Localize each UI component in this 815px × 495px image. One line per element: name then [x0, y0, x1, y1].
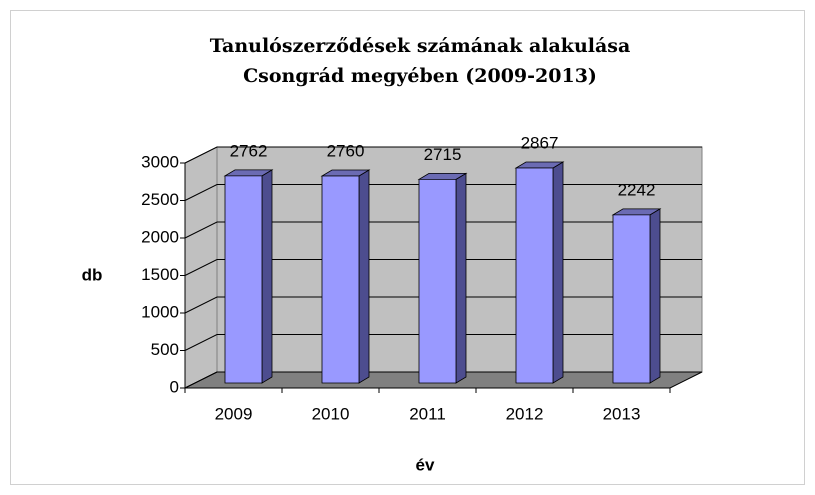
bar-side	[552, 161, 564, 384]
chart-title: Csongrád megyében (2009-2013)	[243, 65, 597, 87]
y-tick-label: 3000	[141, 152, 179, 171]
y-axis-title: db	[82, 265, 103, 284]
grid-line	[184, 146, 702, 164]
x-tick-label: 2013	[603, 404, 641, 423]
bar-front	[418, 178, 457, 384]
x-tick-label: 2010	[312, 404, 350, 423]
data-label: 2715	[424, 145, 462, 164]
y-tick-label: 2500	[141, 190, 179, 209]
chart-title: Tanulószerződések számának alakulása	[210, 35, 631, 57]
x-axis-title: év	[416, 455, 435, 474]
y-tick-label: 1000	[141, 302, 179, 321]
y-tick-label: 500	[151, 340, 179, 359]
bar-side	[358, 169, 370, 384]
y-tick-label: 2000	[141, 227, 179, 246]
bar	[514, 161, 565, 384]
bar-side	[455, 172, 467, 384]
bar	[611, 208, 662, 384]
x-tick-label: 2012	[506, 404, 544, 423]
bar-front	[612, 214, 651, 384]
x-tick-label: 2009	[215, 404, 253, 423]
bar	[417, 172, 468, 384]
bar	[320, 169, 371, 384]
data-label: 2762	[230, 141, 268, 160]
bar-front	[515, 167, 554, 384]
bar-side	[261, 169, 273, 384]
x-tick-label: 2011	[409, 404, 446, 423]
bar-front	[224, 175, 263, 384]
data-label: 2760	[327, 141, 365, 160]
data-label: 2867	[521, 133, 559, 152]
bar	[223, 169, 274, 384]
bar-side	[649, 208, 661, 384]
bar-front	[321, 175, 360, 384]
y-tick-label: 1500	[141, 265, 179, 284]
data-label: 2242	[618, 180, 656, 199]
y-tick-label: 0	[170, 377, 179, 396]
